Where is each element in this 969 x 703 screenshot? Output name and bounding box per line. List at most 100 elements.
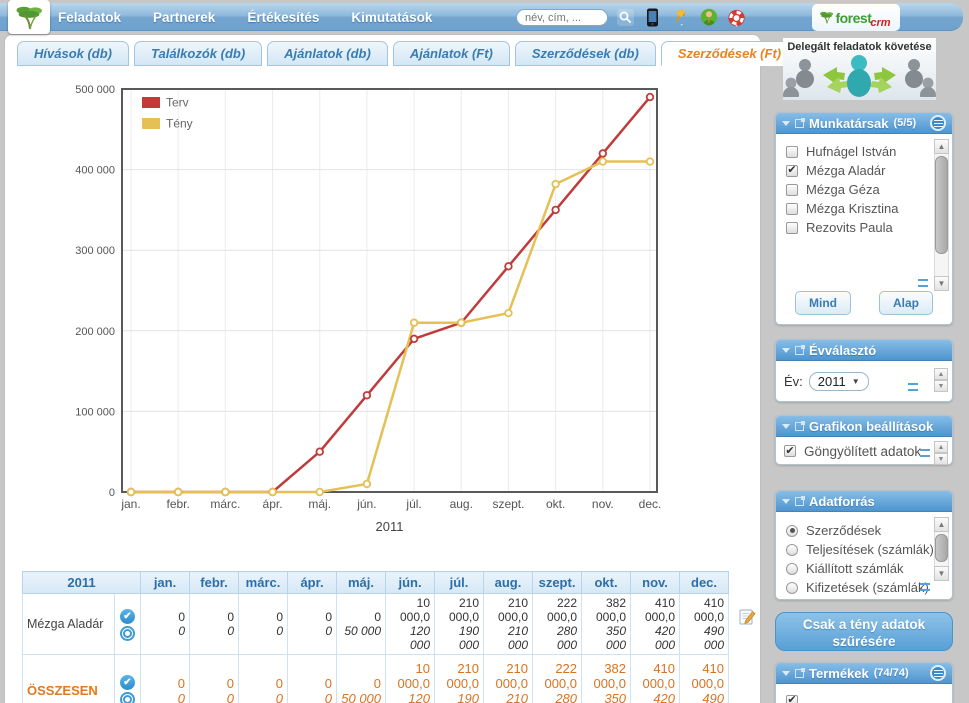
popout-icon[interactable]: [795, 667, 805, 678]
edit-pencil-icon[interactable]: [739, 608, 756, 630]
user-icon[interactable]: [699, 8, 718, 27]
teny-value: 210 000,0: [497, 596, 529, 624]
collapse-caret-icon[interactable]: [782, 347, 790, 353]
datasource-radio[interactable]: [786, 581, 798, 594]
month-header: aug.: [483, 571, 534, 594]
svg-text:200 000: 200 000: [75, 326, 115, 338]
help-lifebuoy-icon[interactable]: [727, 8, 746, 27]
collapse-caret-icon[interactable]: [782, 120, 790, 126]
popout-icon[interactable]: [795, 495, 805, 506]
svg-text:300 000: 300 000: [75, 245, 115, 257]
tab-szerzodesek-ft[interactable]: Szerződések (Ft): [660, 41, 799, 66]
menu-partnerek[interactable]: Partnerek: [153, 9, 216, 25]
chart: 0 100 000 200 000 300 000 400 000 500 000 jan.…: [15, 75, 715, 540]
phone-icon[interactable]: [643, 8, 662, 27]
menu-kimutatasok[interactable]: Kimutatások: [351, 9, 433, 25]
svg-text:aug.: aug.: [450, 497, 473, 511]
coworker-checkbox[interactable]: [786, 164, 798, 177]
resize-grip[interactable]: [920, 583, 930, 591]
year-value: 2011: [817, 374, 846, 389]
gongyolitett-label: Göngyölített adatok: [804, 443, 922, 459]
spin-up-icon[interactable]: ▲: [934, 368, 948, 380]
coworker-checkbox[interactable]: [786, 221, 798, 234]
spin-down-icon[interactable]: ▼: [934, 453, 948, 465]
scroll-thumb[interactable]: [935, 534, 948, 562]
popout-icon[interactable]: [795, 420, 805, 431]
tree-icon: [16, 6, 42, 29]
tab-ajanlatok-ft[interactable]: Ajánlatok (Ft): [392, 41, 510, 66]
list-menu-icon[interactable]: [930, 665, 946, 681]
delegated-tasks-banner[interactable]: Delegált feladatok követése: [783, 38, 936, 100]
panel-title: Grafikon beállítások: [809, 418, 934, 434]
search-input[interactable]: [516, 9, 608, 26]
teny-value: 0: [226, 675, 235, 691]
coworker-checkbox[interactable]: [786, 202, 798, 215]
year-select[interactable]: 2011 ▼: [808, 372, 869, 391]
collapse-caret-icon[interactable]: [782, 670, 790, 676]
terv-value: 0: [276, 624, 284, 638]
menu-ertekesites[interactable]: Értékesítés: [247, 9, 320, 25]
coworker-label: Mézga Géza: [806, 182, 880, 197]
collapse-caret-icon[interactable]: [782, 423, 790, 429]
scroll-down-icon[interactable]: ▼: [934, 276, 949, 291]
tab-hivasok-db[interactable]: Hívások (db): [17, 41, 130, 66]
teny-value: 410 000,0: [693, 596, 725, 624]
value-cell: 10 000,0 120 000: [385, 593, 436, 655]
search-icon[interactable]: [617, 9, 634, 26]
pushpin-icon[interactable]: [671, 8, 690, 27]
value-cell: 382 000,0 350 000: [581, 593, 632, 655]
coworker-label: Hufnágel István: [806, 144, 897, 159]
teny-value: 410 000,0: [644, 596, 676, 624]
tab-talalkozok-db[interactable]: Találkozók (db): [134, 41, 263, 66]
tab-ajanlatok-db[interactable]: Ajánlatok (db): [267, 41, 388, 66]
teny-value: 10 000,0: [399, 596, 431, 624]
coworker-checkbox[interactable]: [786, 145, 798, 158]
list-menu-icon[interactable]: [930, 115, 946, 131]
row-icons: ✔: [113, 593, 142, 655]
table-header-row: 2011 jan. febr. márc. ápr. máj. jún. júl. aug. sz…: [21, 571, 730, 594]
month-header: okt.: [581, 571, 632, 594]
datasource-radio[interactable]: [786, 562, 798, 575]
popout-icon[interactable]: [795, 344, 805, 355]
scroll-up-icon[interactable]: ▲: [934, 139, 949, 154]
tab-szerzodesek-db[interactable]: Szerződések (db): [514, 41, 656, 66]
menu-feladatok[interactable]: Feladatok: [58, 9, 122, 25]
datasource-radio[interactable]: [786, 543, 798, 556]
gongyolitett-checkbox[interactable]: [784, 445, 796, 457]
product-checkbox[interactable]: [786, 694, 798, 703]
scroll-thumb[interactable]: [935, 156, 948, 254]
month-header: jún.: [385, 571, 436, 594]
results-table-wrap: 2011 jan. febr. márc. ápr. máj. jún. júl. aug. sz…: [21, 571, 734, 703]
resize-grip[interactable]: [920, 449, 930, 457]
mind-button[interactable]: Mind: [794, 291, 851, 315]
month-header: szept.: [532, 571, 583, 594]
nav-toolbar: [516, 6, 746, 29]
popout-icon[interactable]: [795, 117, 805, 128]
scroll-up-icon[interactable]: ▲: [934, 517, 949, 532]
resize-grip[interactable]: [918, 279, 928, 287]
collapse-caret-icon[interactable]: [782, 498, 790, 504]
resize-grip[interactable]: [908, 383, 918, 391]
app-logo[interactable]: [8, 0, 50, 34]
spin-up-icon[interactable]: ▲: [934, 441, 948, 453]
scroll-down-icon[interactable]: ▼: [934, 566, 949, 581]
terv-value: 0: [324, 690, 333, 703]
teny-value: 382 000,0: [595, 596, 627, 624]
teny-value: 382 000,0: [593, 660, 627, 691]
datasource-radio[interactable]: [786, 524, 798, 537]
svg-text:0: 0: [109, 487, 115, 499]
month-header: máj.: [336, 571, 387, 594]
alap-button[interactable]: Alap: [878, 291, 933, 315]
spin-down-icon[interactable]: ▼: [934, 380, 948, 392]
grafikon-option-row: Göngyölített adatok: [776, 437, 952, 459]
teny-filter-button[interactable]: Csak a tény adatok szűrésére: [775, 612, 953, 651]
series-line-tény: [131, 160, 650, 494]
coworker-checkbox[interactable]: [786, 183, 798, 196]
svg-text:nov.: nov.: [592, 497, 614, 511]
